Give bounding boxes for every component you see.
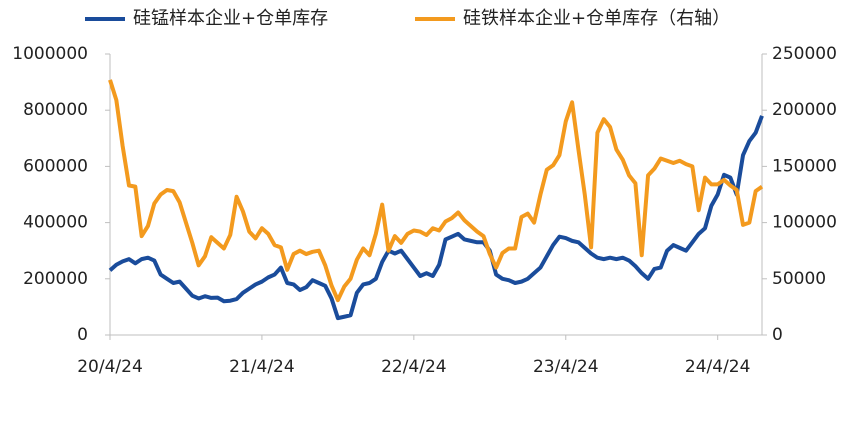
- y2-tick-label: 50000: [772, 269, 826, 289]
- y-tick-label: 400000: [23, 213, 88, 233]
- legend-text: 硅铁样本企业+仓单库存（右轴）: [463, 8, 730, 29]
- x-tick-label: 22/4/24: [381, 357, 447, 377]
- y-tick-label: 800000: [23, 100, 88, 120]
- y-tick-label: 600000: [23, 156, 88, 176]
- series-line: [108, 79, 764, 303]
- y2-tick-label: 250000: [772, 44, 837, 64]
- y2-tick-label: 150000: [772, 156, 837, 176]
- legend-text: 硅锰样本企业+仓单库存: [133, 8, 328, 29]
- x-tick-label: 23/4/24: [533, 357, 599, 377]
- y2-tick-label: 200000: [772, 100, 837, 120]
- series-line: [108, 115, 764, 321]
- y-tick-label: 200000: [23, 269, 88, 289]
- x-tick-label: 20/4/24: [77, 357, 143, 377]
- y-tick-label: 0: [77, 325, 88, 345]
- x-tick-label: 24/4/24: [685, 357, 751, 377]
- y2-tick-label: 0: [772, 325, 783, 345]
- x-tick-label: 21/4/24: [229, 357, 295, 377]
- y2-tick-label: 100000: [772, 213, 837, 233]
- y-tick-label: 1000000: [12, 44, 88, 64]
